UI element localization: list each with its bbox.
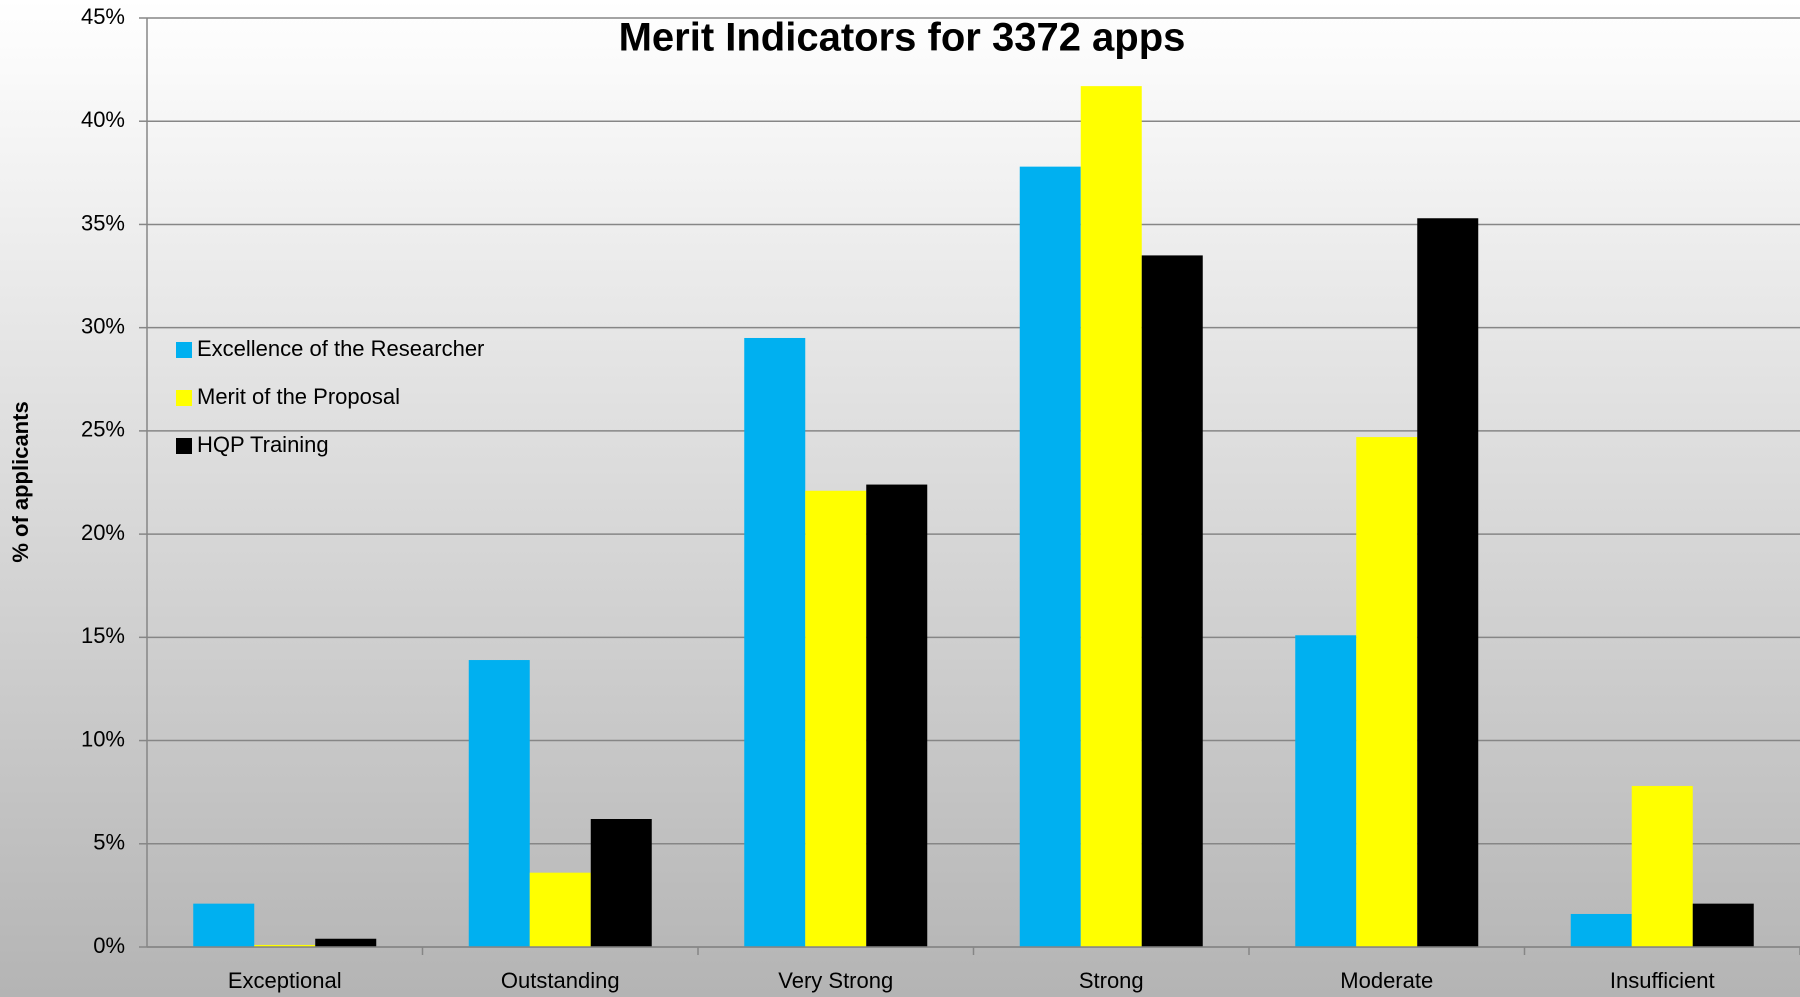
y-tick-label: 10%	[81, 726, 125, 751]
y-tick-label: 45%	[81, 4, 125, 29]
x-tick-label: Very Strong	[778, 968, 893, 993]
bar	[468, 660, 530, 947]
bar	[1417, 218, 1479, 948]
bar	[254, 944, 316, 947]
y-tick-label: 35%	[81, 210, 125, 235]
y-tick-label: 30%	[81, 313, 125, 338]
bar	[529, 872, 591, 947]
y-tick-label: 25%	[81, 417, 125, 442]
legend-swatch	[176, 438, 192, 454]
bar	[866, 484, 928, 947]
bar	[744, 337, 806, 947]
y-tick-label: 5%	[93, 830, 125, 855]
y-axis-label: % of applicants	[8, 401, 33, 562]
bar	[1570, 913, 1632, 947]
bar	[1631, 785, 1693, 947]
y-tick-label: 0%	[93, 933, 125, 958]
x-tick-label: Insufficient	[1610, 968, 1715, 993]
bar	[1356, 437, 1418, 947]
bar	[805, 490, 867, 947]
bar	[1141, 255, 1203, 947]
x-tick-label: Outstanding	[501, 968, 620, 993]
y-tick-label: 40%	[81, 107, 125, 132]
x-tick-label: Strong	[1079, 968, 1144, 993]
bar	[1019, 166, 1081, 947]
chart-title: Merit Indicators for 3372 apps	[619, 16, 1186, 60]
bar	[590, 819, 652, 947]
legend-swatch	[176, 390, 192, 406]
legend-label: Excellence of the Researcher	[197, 336, 484, 361]
bar	[193, 903, 255, 947]
legend-label: Merit of the Proposal	[197, 384, 400, 409]
legend-label: HQP Training	[197, 432, 329, 457]
bar	[1080, 86, 1142, 948]
bar	[1692, 903, 1754, 947]
x-tick-label: Exceptional	[228, 968, 342, 993]
legend-swatch	[176, 342, 192, 358]
bar	[1295, 635, 1357, 947]
bar	[315, 938, 377, 947]
x-tick-label: Moderate	[1340, 968, 1433, 993]
y-tick-label: 15%	[81, 623, 125, 648]
y-tick-label: 20%	[81, 520, 125, 545]
